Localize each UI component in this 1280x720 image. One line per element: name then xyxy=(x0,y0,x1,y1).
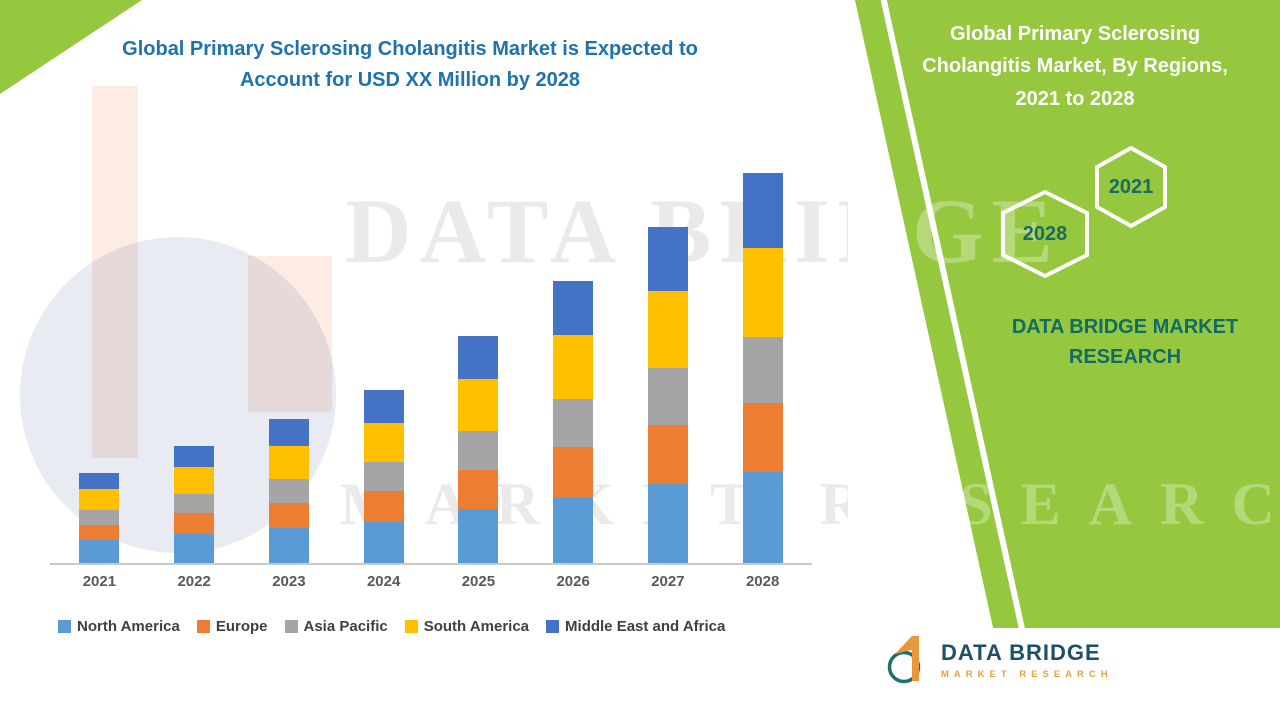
bar-segment xyxy=(79,540,120,563)
hexagon-year-top: 2021 xyxy=(1108,175,1154,198)
chart-title-line2: Account for USD XX Million by 2028 xyxy=(239,69,581,91)
legend-label: Middle East and Africa xyxy=(565,618,726,635)
bar-2028 xyxy=(742,172,783,563)
side-title-line3: 2021 to 2028 xyxy=(1015,87,1135,110)
x-label-2025: 2025 xyxy=(461,573,496,590)
legend-item-middle-east-and-africa: Middle East and Africa xyxy=(546,618,725,635)
legend-label: South America xyxy=(423,618,530,635)
side-panel-brand-text: DATA BRIDGE MARKET RESEARCH xyxy=(960,312,1280,372)
legend-swatch-icon xyxy=(404,620,418,633)
bar-segment xyxy=(458,509,499,563)
bar-segment xyxy=(268,527,309,563)
bar-segment xyxy=(79,524,120,541)
chart-legend: North America Europe Asia Pacific South Ame… xyxy=(58,618,848,635)
bar-segment xyxy=(79,489,120,511)
legend-swatch-icon xyxy=(284,620,298,633)
bar-segment xyxy=(553,280,594,335)
side-title-line1: Global Primary Sclerosing xyxy=(949,23,1201,45)
bar-segment xyxy=(647,484,688,563)
side-title-line2: Cholangitis Market, By Regions, xyxy=(922,55,1228,78)
logo-name: DATA BRIDGE xyxy=(941,640,1101,665)
bar-2022 xyxy=(174,445,215,563)
legend-item-asia-pacific: Asia Pacific xyxy=(284,618,388,635)
bar-segment xyxy=(174,445,215,468)
bar-segment xyxy=(79,510,120,525)
legend-item-europe: Europe xyxy=(196,618,268,635)
bar-segment xyxy=(174,494,215,514)
bar-segment xyxy=(647,226,688,292)
legend-item-north-america: North America xyxy=(58,618,180,635)
bar-segment xyxy=(458,335,499,380)
bar-segment xyxy=(268,418,309,446)
bar-segment xyxy=(458,469,499,509)
bar-segment xyxy=(647,425,688,485)
bar-segment xyxy=(363,389,404,423)
stacked-bar-chart xyxy=(50,148,812,565)
legend-item-south-america: South America xyxy=(404,618,530,635)
chart-title: Global Primary Sclerosing Cholangitis Ma… xyxy=(70,34,750,96)
bar-segment xyxy=(458,379,499,432)
legend-swatch-icon xyxy=(546,620,560,633)
bar-segment xyxy=(174,513,215,534)
bar-segment xyxy=(742,247,783,337)
bar-segment xyxy=(174,533,215,563)
x-label-2027: 2027 xyxy=(651,573,685,590)
bar-segment xyxy=(268,502,309,528)
bar-segment xyxy=(363,491,404,522)
side-brand-line2: RESEARCH xyxy=(1068,346,1182,368)
bar-segment xyxy=(79,472,120,490)
legend-label: North America xyxy=(77,618,180,635)
x-label-2026: 2026 xyxy=(556,573,590,590)
x-label-2022: 2022 xyxy=(177,573,211,590)
bar-2026 xyxy=(553,280,594,563)
bar-segment xyxy=(553,334,594,400)
hexagon-outline-icon xyxy=(1095,145,1167,229)
watermark-logo-stem xyxy=(92,86,138,458)
legend-swatch-icon xyxy=(58,620,71,633)
bar-segment xyxy=(553,399,594,447)
x-axis-labels: 2021 2022 2023 2024 2025 2026 2027 2028 xyxy=(52,573,810,590)
side-panel-title: Global Primary Sclerosing Cholangitis Ma… xyxy=(905,18,1245,115)
x-axis-line xyxy=(50,563,812,565)
chart-title-line1: Global Primary Sclerosing Cholangitis Ma… xyxy=(122,38,698,60)
bar-segment xyxy=(742,403,783,472)
bar-segment xyxy=(363,521,404,563)
bar-segment xyxy=(553,496,594,563)
logo-text: DATA BRIDGE MARKET RESEARCH xyxy=(941,640,1113,680)
legend-label: Asia Pacific xyxy=(303,618,388,635)
bar-segment xyxy=(742,172,783,248)
bar-segment xyxy=(742,336,783,404)
bar-segment xyxy=(363,462,404,492)
hexagon-outline-icon xyxy=(1001,189,1089,279)
bar-segment xyxy=(363,422,404,463)
bar-2021 xyxy=(79,472,120,563)
bar-2027 xyxy=(647,226,688,563)
data-bridge-logo-icon xyxy=(887,636,921,684)
x-label-2023: 2023 xyxy=(272,573,306,590)
bar-segment xyxy=(647,368,688,426)
bar-segment xyxy=(458,431,499,470)
bar-columns xyxy=(52,148,810,563)
hexagon-year-bottom: 2028 xyxy=(1022,222,1068,245)
hexagon-badge-2021: 2021 xyxy=(1094,145,1168,229)
x-label-2021: 2021 xyxy=(82,573,117,590)
hexagon-badge-2028: 2028 xyxy=(999,189,1091,279)
bar-segment xyxy=(553,446,594,497)
bar-segment xyxy=(742,471,783,563)
x-label-2024: 2024 xyxy=(366,573,401,590)
side-brand-line1: DATA BRIDGE MARKET xyxy=(1011,316,1239,338)
legend-swatch-icon xyxy=(196,620,210,633)
bar-2025 xyxy=(458,335,499,563)
bar-segment xyxy=(268,478,309,503)
logo-subtitle: MARKET RESEARCH xyxy=(941,669,1113,680)
legend-label: Europe xyxy=(215,618,268,635)
watermark-logo-block xyxy=(248,256,332,412)
data-bridge-logo: DATA BRIDGE MARKET RESEARCH xyxy=(885,634,1185,686)
bar-segment xyxy=(174,467,215,495)
bar-2023 xyxy=(268,418,309,563)
x-label-2028: 2028 xyxy=(745,573,780,590)
bar-2024 xyxy=(363,389,404,563)
bar-segment xyxy=(647,291,688,369)
bar-segment xyxy=(268,445,309,479)
